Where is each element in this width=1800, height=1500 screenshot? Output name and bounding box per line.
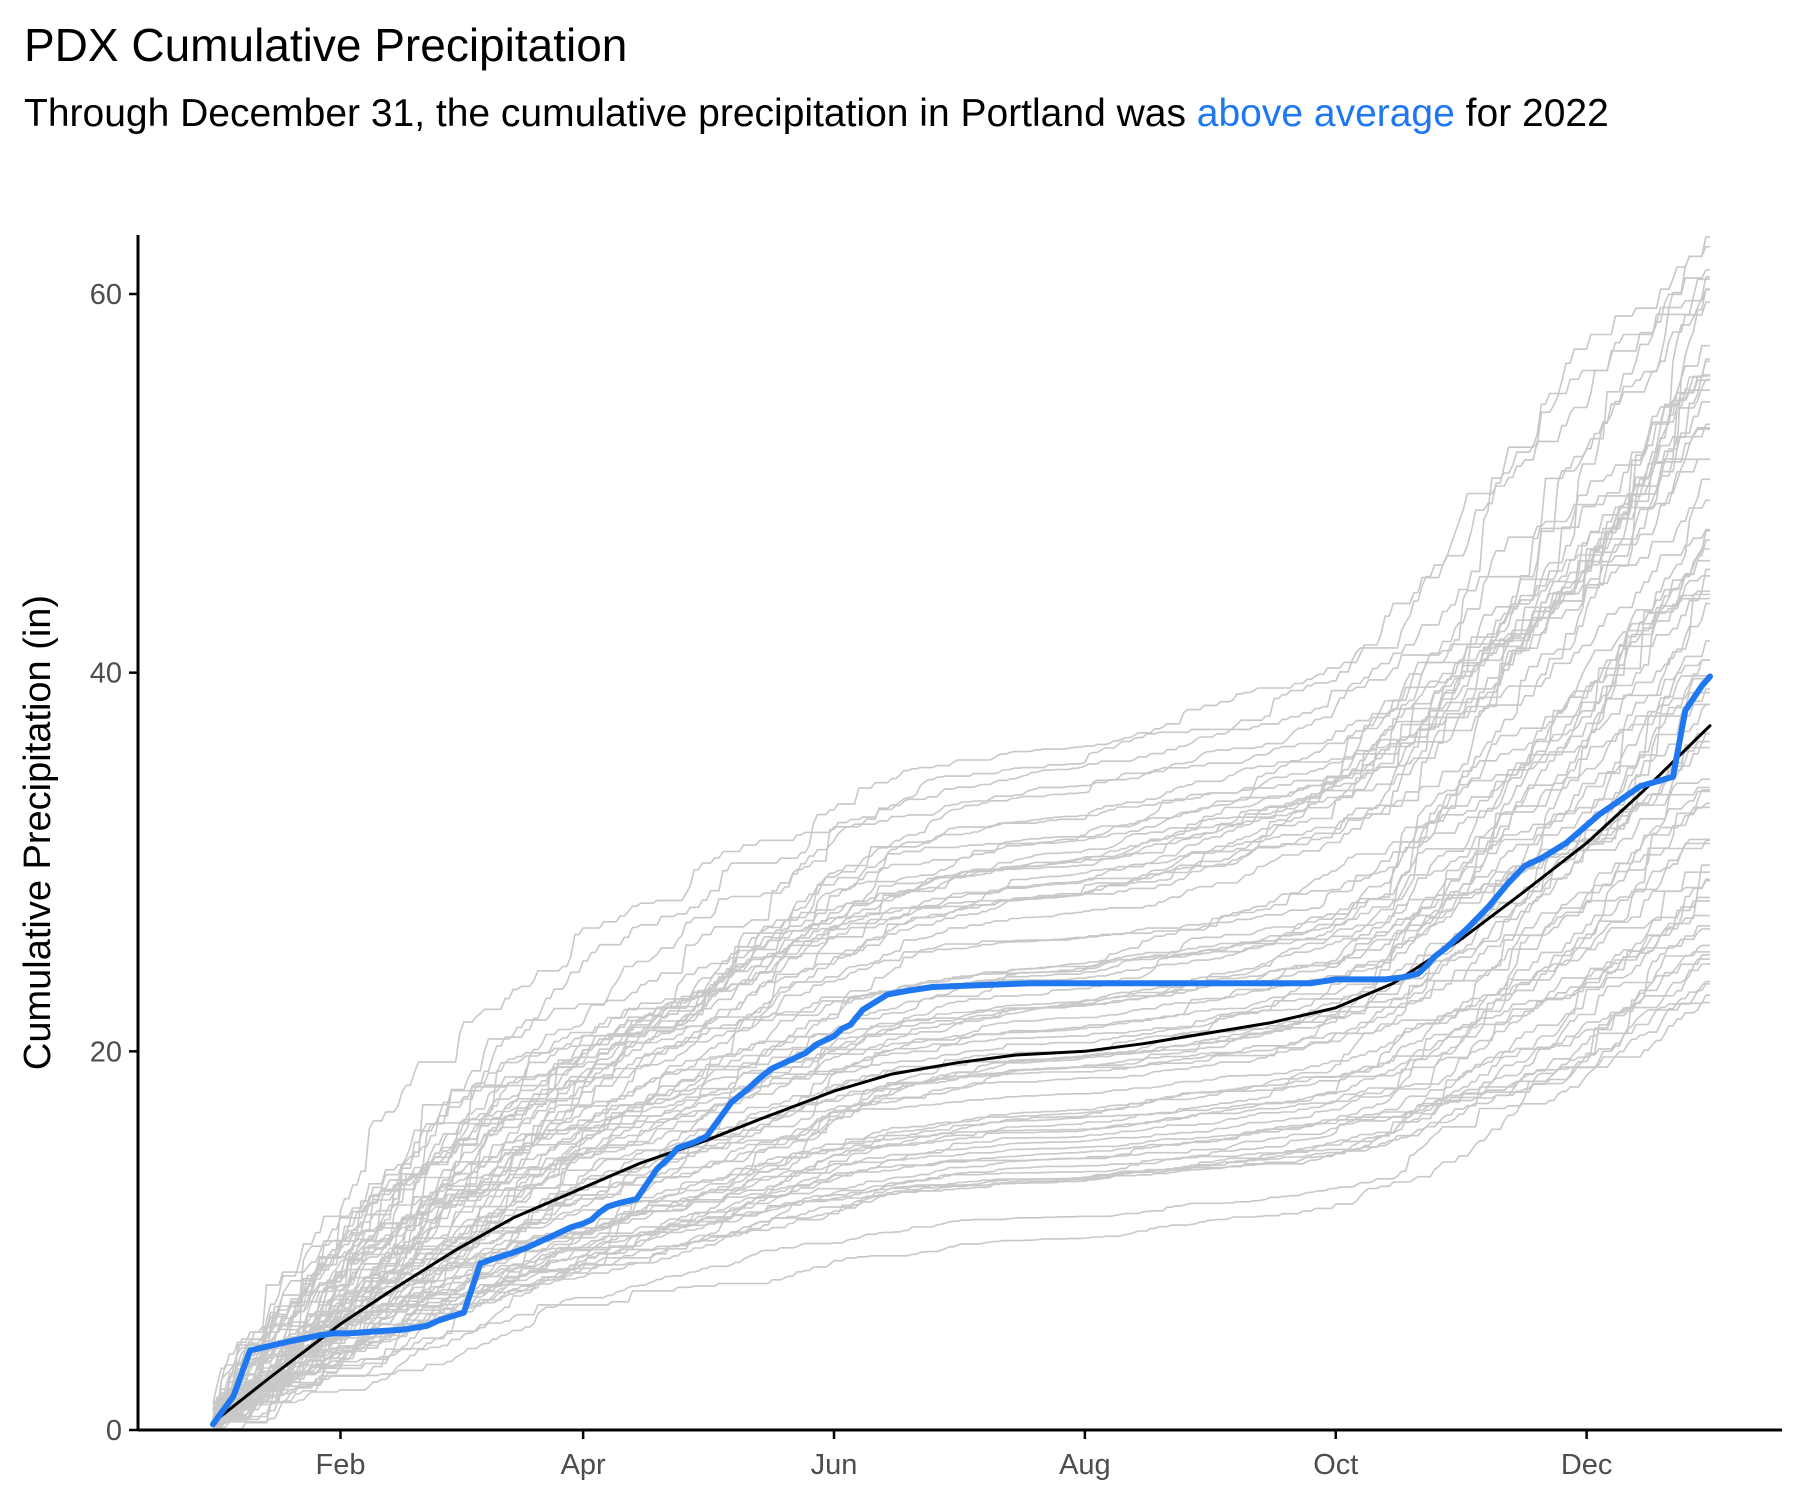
historical-year-line [213, 530, 1711, 1420]
historical-year-line [212, 378, 1710, 1420]
historical-year-line [213, 640, 1710, 1427]
historical-year-line [212, 245, 1710, 1404]
subtitle-highlight: above average [1196, 92, 1455, 135]
historical-year-line [212, 597, 1711, 1411]
historical-year-line [213, 427, 1710, 1422]
historical-year-line [213, 379, 1711, 1404]
x-tick-label: Feb [315, 1449, 365, 1481]
historical-year-line [212, 691, 1711, 1420]
axes-group [136, 235, 1782, 1432]
chart-subtitle: Through December 31, the cumulative prec… [24, 86, 1784, 141]
historical-year-line [212, 871, 1710, 1419]
subtitle-text-before: Through December 31, the cumulative prec… [24, 92, 1197, 135]
historical-year-line [212, 590, 1710, 1422]
current-year-line [210, 673, 1713, 1428]
chart-title: PDX Cumulative Precipitation [24, 19, 628, 71]
historical-year-line [212, 288, 1710, 1418]
historical-year-line [213, 951, 1710, 1427]
historical-year-line [213, 703, 1711, 1416]
historical-year-line [213, 269, 1711, 1422]
ticks-group: 0 20 40 60 Feb Apr Jun Aug Oct Dec [90, 279, 1613, 1481]
historical-year-line [212, 374, 1711, 1410]
historical-year-line [212, 789, 1711, 1425]
historical-year-line [213, 703, 1710, 1422]
historical-year-line [213, 236, 1710, 1427]
historical-year-line [213, 954, 1711, 1419]
y-tick-label: 0 [106, 1415, 122, 1447]
historical-year-line [213, 688, 1710, 1415]
historical-year-line [212, 478, 1710, 1414]
historical-year-line [213, 389, 1711, 1424]
historical-year-line [212, 677, 1710, 1420]
x-tick-label: Apr [561, 1449, 606, 1481]
x-tick-label: Jun [811, 1449, 858, 1481]
subtitle-text-after: for 2022 [1454, 92, 1609, 135]
historical-year-line [212, 790, 1710, 1419]
x-tick-label: Aug [1059, 1449, 1111, 1481]
x-tick-label: Dec [1561, 1449, 1613, 1481]
historical-year-line [213, 602, 1711, 1407]
historical-year-line [212, 864, 1710, 1422]
historical-year-line [213, 732, 1710, 1424]
historical-year-line [213, 675, 1710, 1422]
historical-year-line [213, 458, 1710, 1426]
series-group [210, 673, 1713, 1428]
x-tick-label: Oct [1313, 1449, 1358, 1481]
historical-year-line [213, 358, 1710, 1408]
y-tick-label: 60 [90, 279, 122, 311]
historical-years-group [212, 236, 1711, 1430]
historical-year-line [213, 278, 1711, 1430]
historical-year-line [212, 879, 1710, 1423]
historical-year-line [213, 428, 1710, 1424]
y-tick-label: 20 [90, 1036, 122, 1068]
historical-year-line [213, 301, 1711, 1405]
historical-year-line [212, 878, 1710, 1423]
historical-year-line [212, 568, 1710, 1424]
historical-year-line [213, 659, 1711, 1427]
historical-year-line [213, 458, 1711, 1422]
historical-year-line [213, 1001, 1711, 1422]
average-line [211, 724, 1712, 1424]
y-tick-label: 40 [90, 658, 122, 690]
historical-year-line [213, 842, 1710, 1429]
y-axis-title: Cumulative Precipitation (in) [17, 595, 59, 1070]
